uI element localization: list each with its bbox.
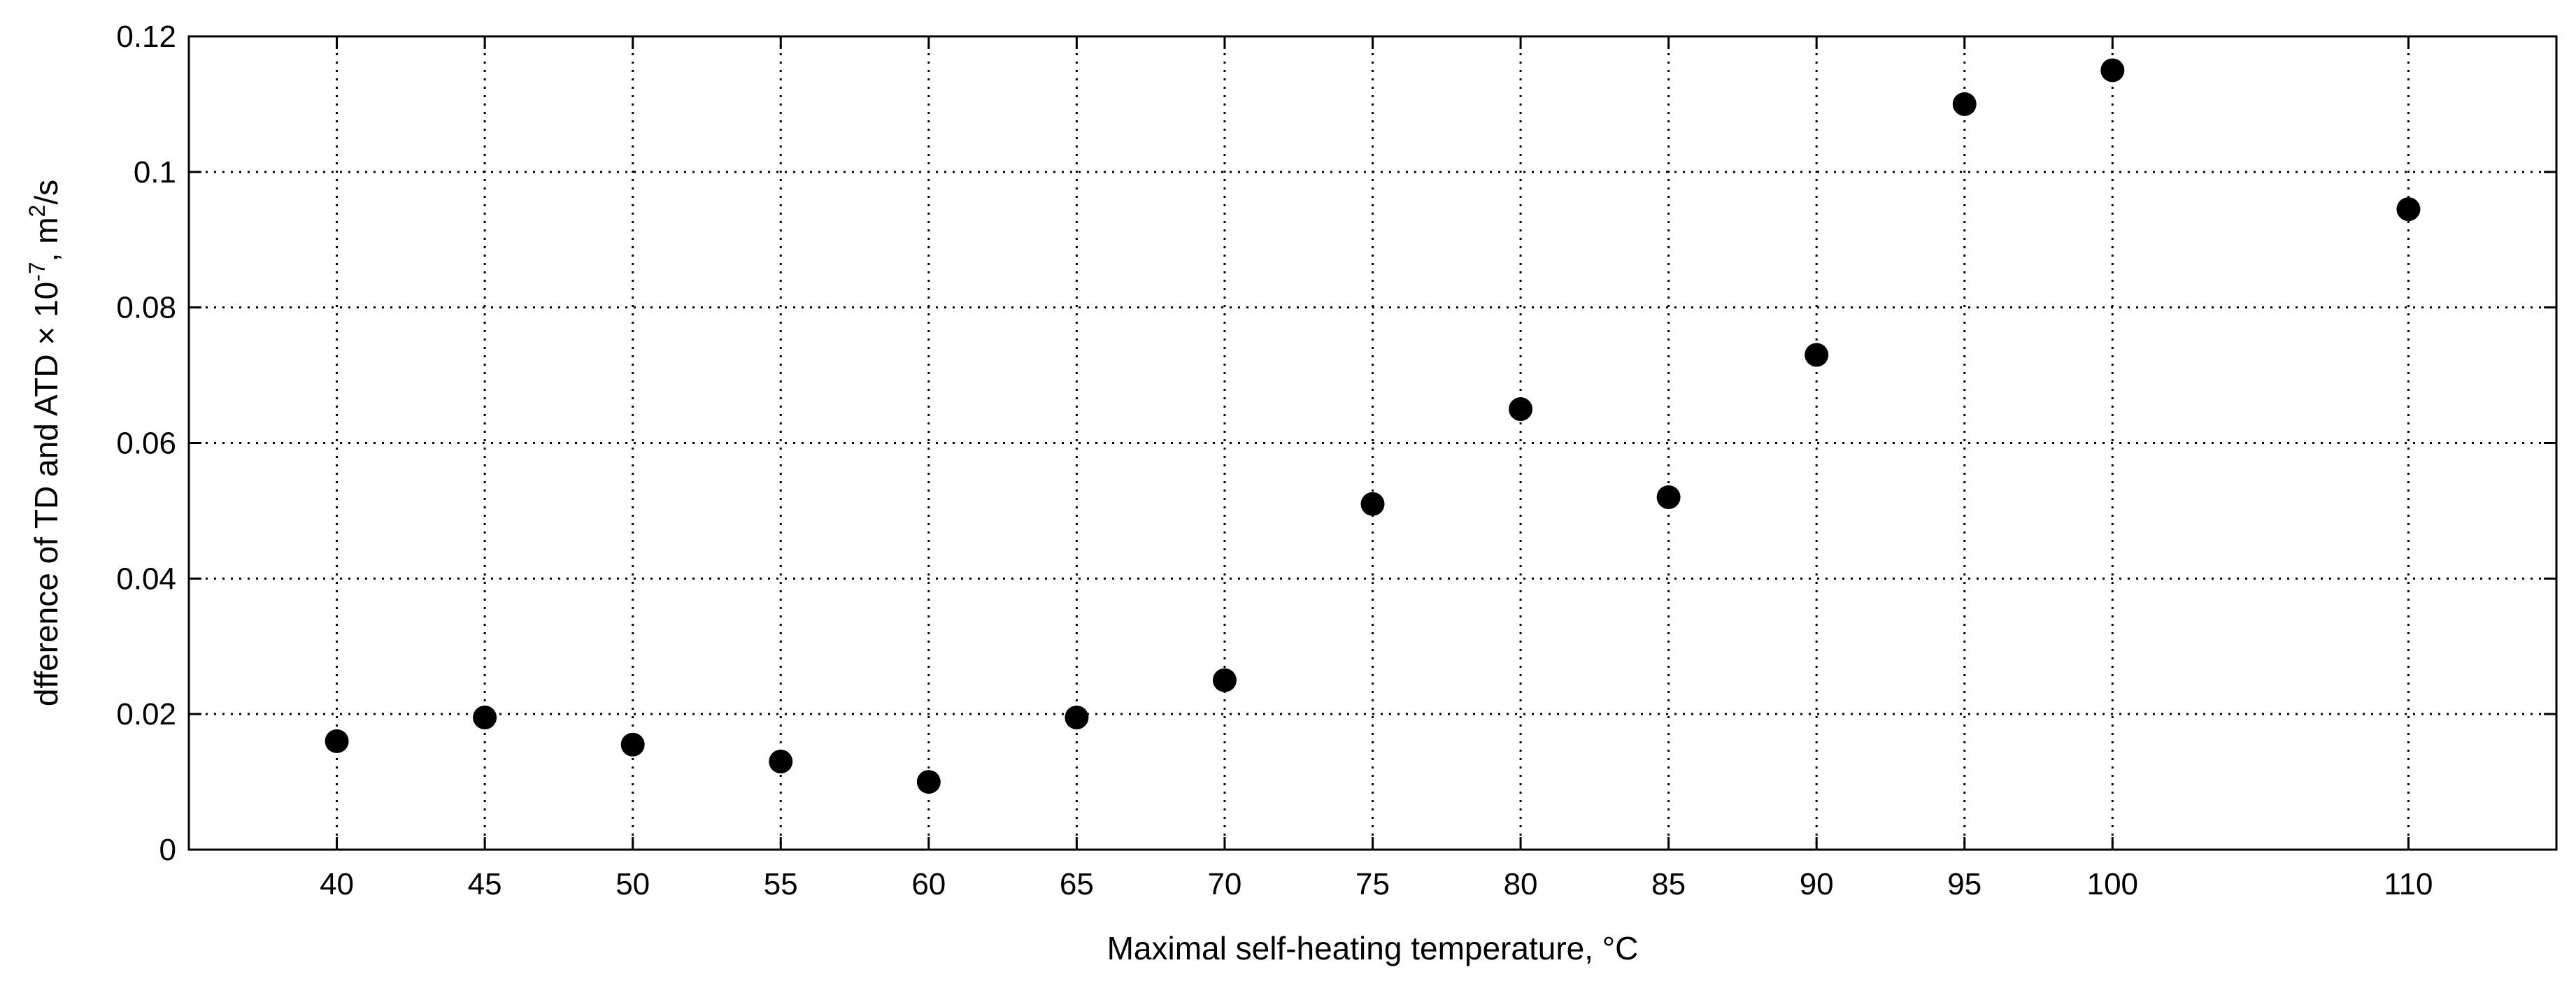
y-axis-title-main: dfference of TD and ATD × 10 [28,282,64,706]
y-axis-title-exponent: -7 [24,262,50,281]
x-axis-title: Maximal self-heating temperature, °C [1107,930,1639,966]
data-point [1065,706,1089,730]
y-tick-label: 0.02 [116,697,176,731]
x-tick-label: 70 [1207,867,1241,901]
y-axis-title: dfference of TD and ATD × 10-7, m2/s [24,180,64,706]
x-tick-label: 110 [2384,867,2433,901]
data-point [1805,343,1829,367]
data-point [325,729,349,753]
x-tick-label: 85 [1651,867,1686,901]
data-point [1212,668,1237,692]
x-tick-label: 40 [320,867,354,901]
x-tick-label: 95 [1947,867,1981,901]
y-tick-label: 0.06 [116,427,176,461]
data-point [473,706,497,730]
data-point [2396,197,2421,222]
data-point [2100,58,2125,83]
data-point [1952,92,1977,116]
y-tick-label: 0.08 [116,291,176,325]
x-tick-label: 100 [2087,867,2138,901]
axis-ticks [189,35,2556,851]
x-tick-label: 45 [468,867,502,901]
data-points [325,58,2421,794]
y-axis-title-unit-exponent: 2 [24,205,50,217]
x-tick-label: 90 [1800,867,1834,901]
x-tick-label: 60 [911,867,946,901]
data-point [769,750,793,774]
data-point [1360,492,1385,516]
data-point [1509,397,1533,422]
x-tick-label: 55 [764,867,798,901]
y-tick-label: 0.04 [116,562,176,596]
x-tick-label: 65 [1060,867,1094,901]
tick-labels: 40 45 50 55 60 65 70 75 80 85 90 95 100 110 0 0.02 0.04 0… [116,20,2433,901]
x-tick-label: 80 [1504,867,1538,901]
y-tick-label: 0 [159,833,176,867]
data-point [916,770,941,794]
y-axis-title-unit-tail: /s [28,180,64,205]
x-tick-label: 50 [615,867,650,901]
y-tick-label: 0.12 [116,20,176,54]
y-tick-label: 0.1 [134,155,176,190]
y-axis-title-unit: , m [28,217,64,262]
data-point [620,732,645,757]
x-tick-label: 75 [1355,867,1390,901]
data-point [1656,485,1681,510]
